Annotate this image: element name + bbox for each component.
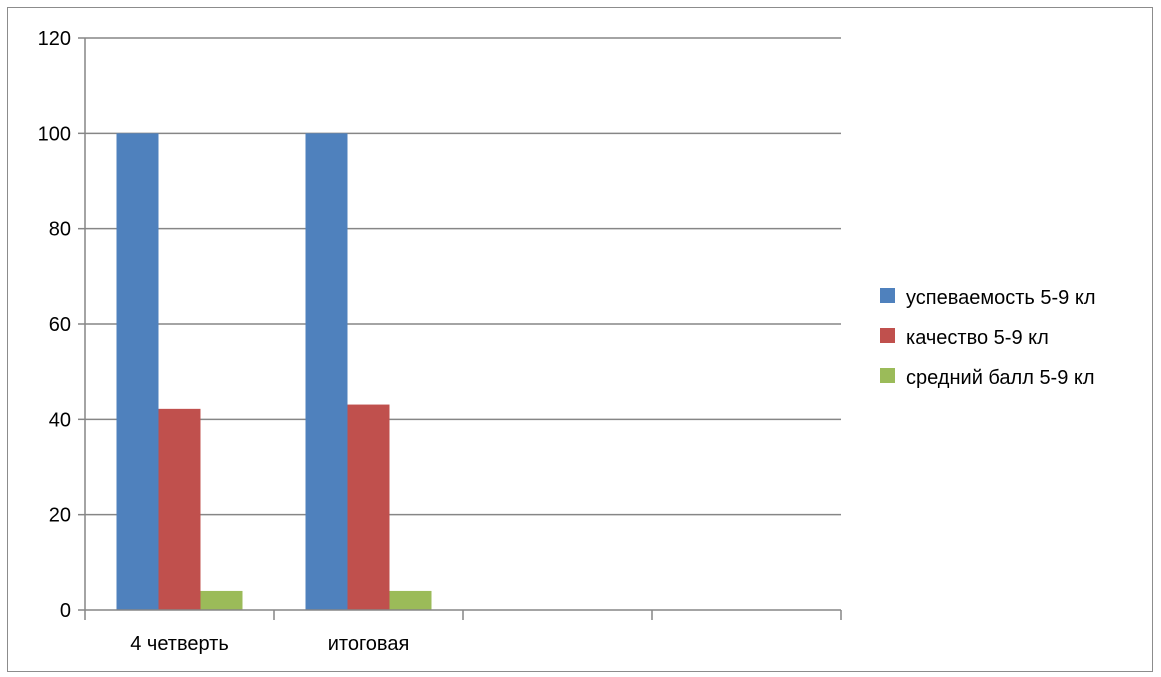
legend-swatch (880, 368, 895, 383)
bar-3-2 (389, 590, 432, 610)
legend-swatch (880, 328, 895, 343)
y-tick-label: 20 (49, 505, 71, 527)
bar-3-1 (200, 590, 243, 610)
y-tick-label: 100 (38, 123, 71, 145)
legend-label: средний балл 5-9 кл (906, 367, 1095, 389)
x-category-label: итоговая (328, 633, 410, 655)
bar-1-1 (116, 133, 159, 611)
legend-label: качество 5-9 кл (906, 327, 1049, 349)
y-tick-label: 80 (49, 219, 71, 241)
y-tick-label: 60 (49, 314, 71, 336)
y-tick-label: 0 (60, 600, 71, 622)
x-category-label: 4 четверть (130, 633, 229, 655)
bars (116, 133, 432, 611)
bar-1-2 (305, 133, 348, 611)
legend-label: успеваемость 5-9 кл (906, 287, 1096, 309)
x-category-labels: 4 четверть итоговая (130, 633, 409, 655)
bar-2-1 (158, 408, 201, 610)
legend-swatch (880, 288, 895, 303)
gridlines (85, 37, 841, 516)
axes (78, 37, 842, 620)
legend: успеваемость 5-9 кл качество 5-9 кл средни… (880, 287, 1096, 389)
bar-2-2 (347, 404, 390, 610)
y-tick-labels: 0 20 40 60 80 100 120 (38, 28, 71, 622)
y-tick-label: 40 (49, 409, 71, 431)
y-tick-label: 120 (38, 28, 71, 50)
